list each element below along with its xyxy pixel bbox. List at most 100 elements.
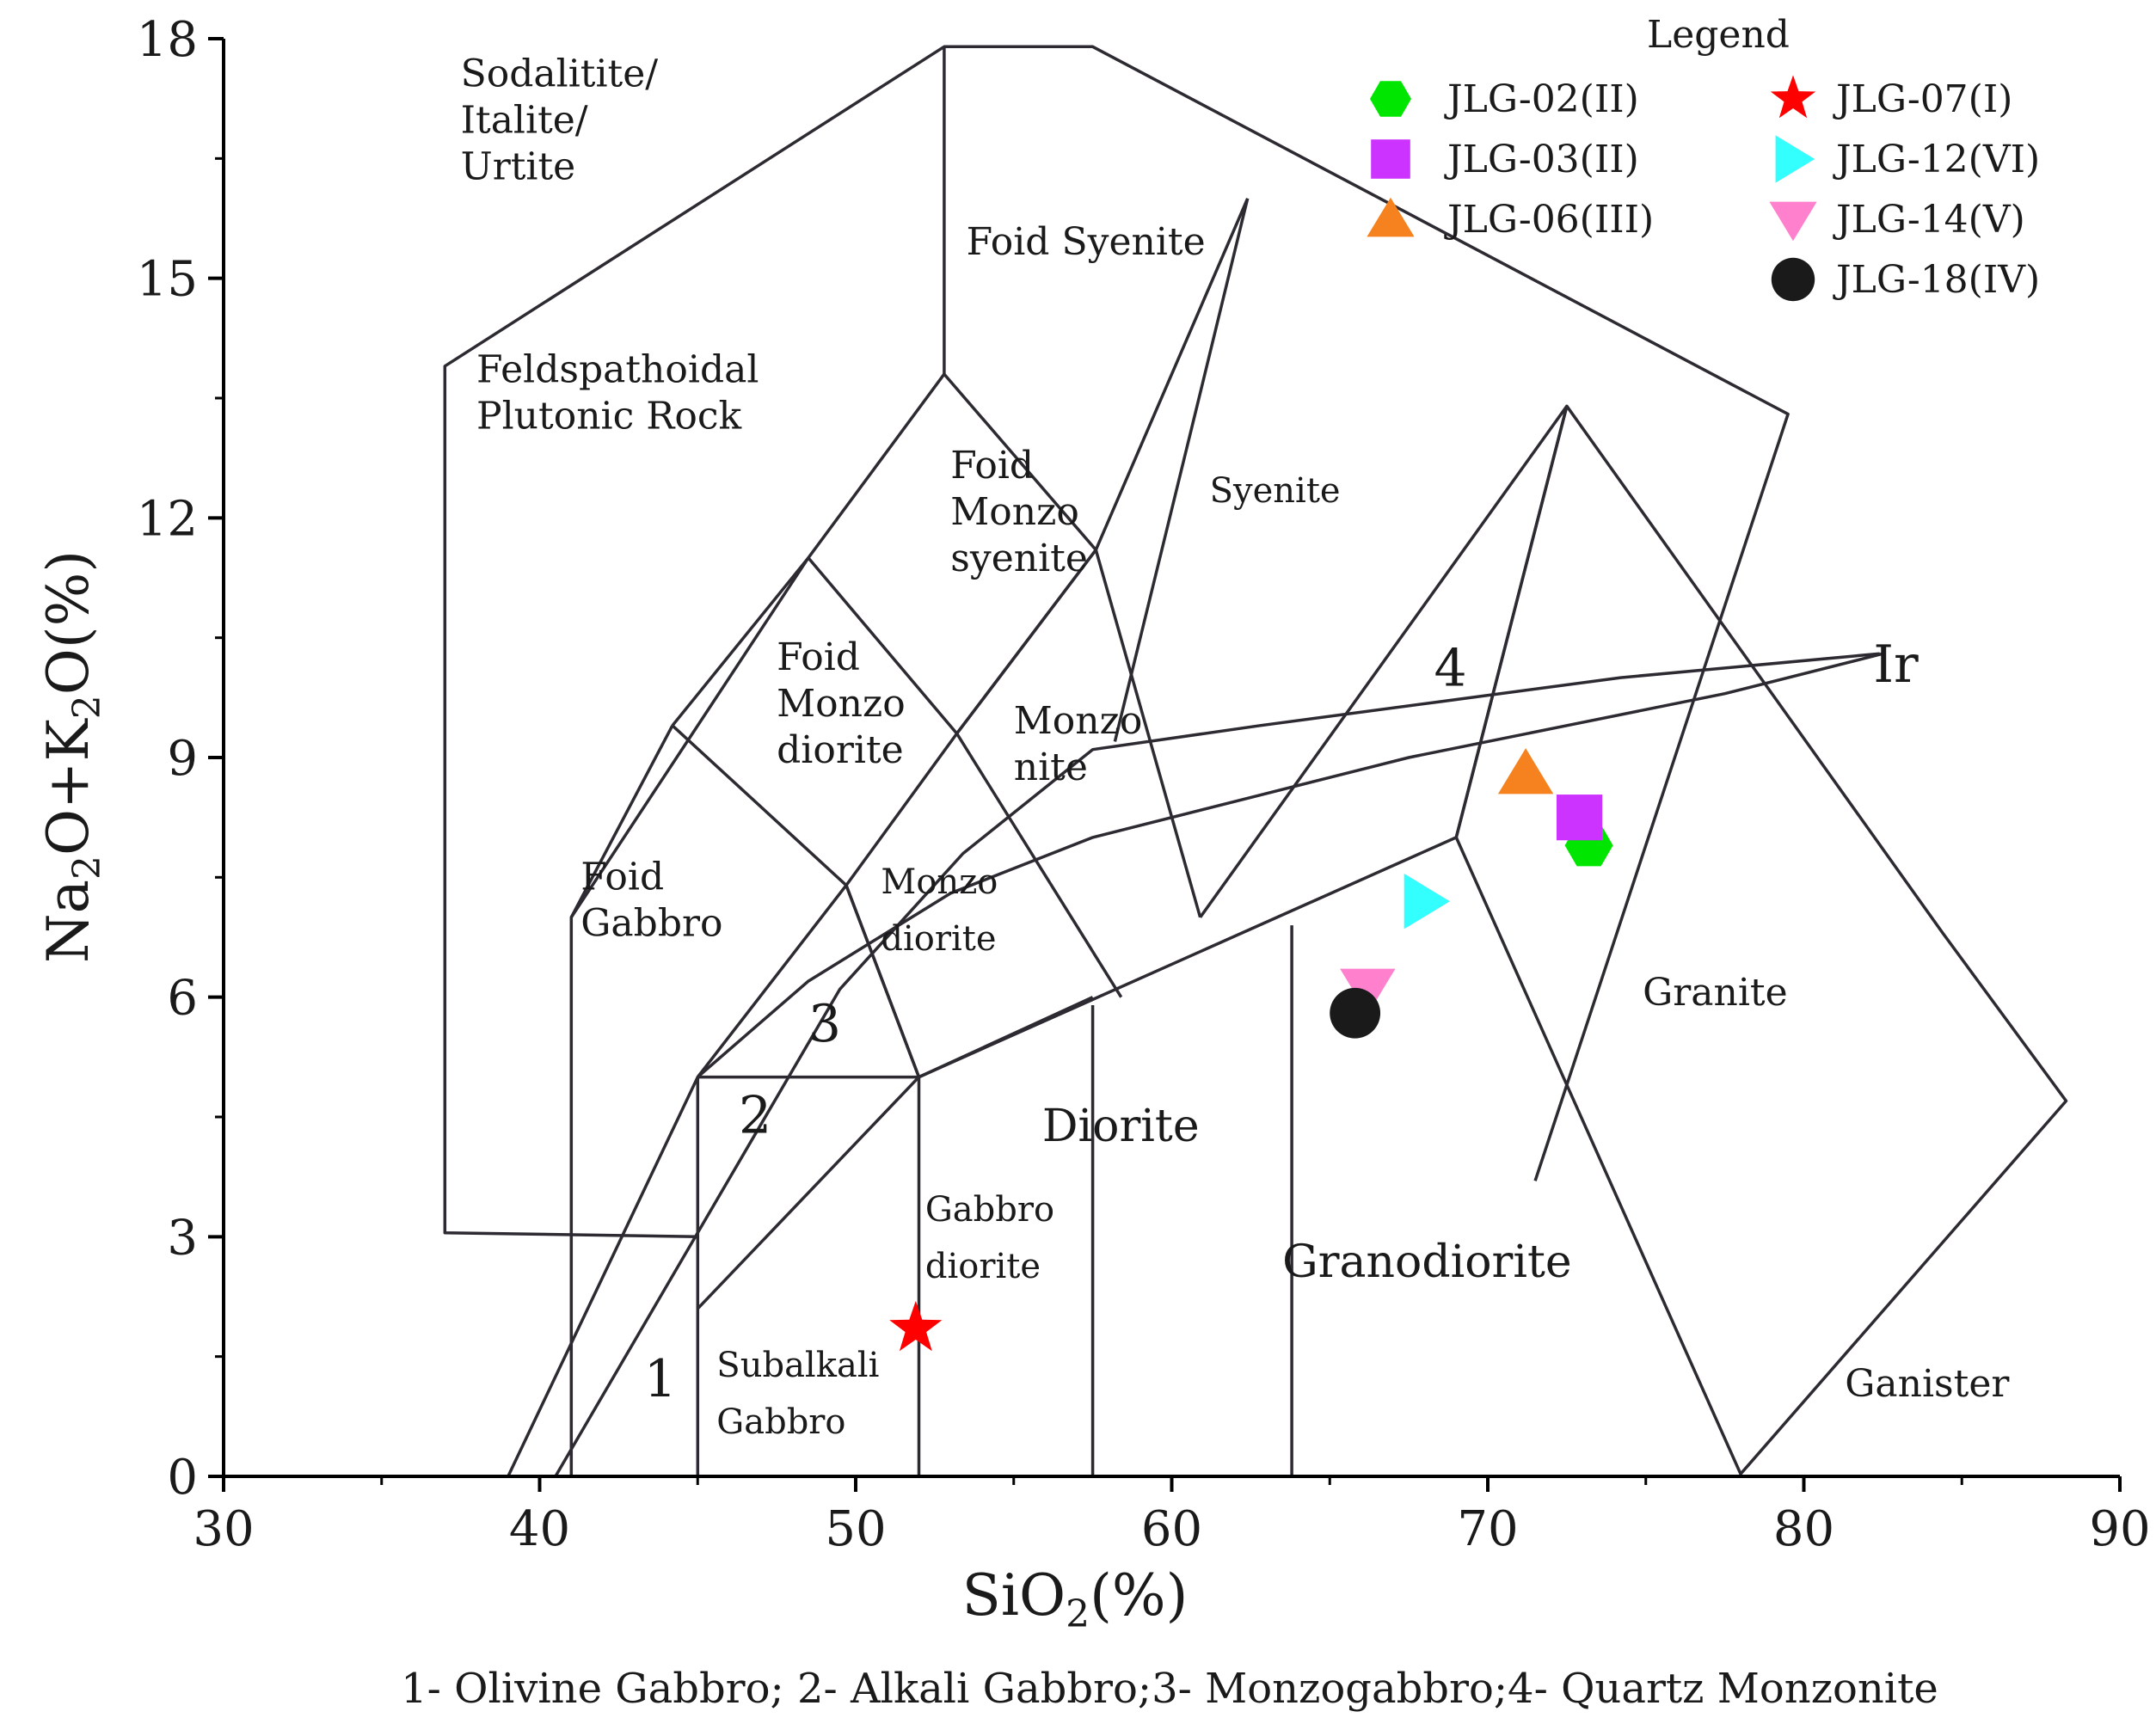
- legend-marker-jlg-07-i: [1770, 75, 1816, 119]
- field-label: Ir: [1873, 635, 1919, 695]
- legend-marker-jlg-14-v: [1769, 201, 1817, 242]
- data-point-jlg-03-ii: [1556, 795, 1603, 841]
- field-label: 2: [739, 1086, 771, 1146]
- legend-label: JLG-06(III): [1444, 198, 1654, 242]
- legend-marker-jlg-18-iv: [1771, 257, 1815, 302]
- field-boundary-2: [569, 198, 1250, 1476]
- field-label-line: Sodalitite/: [461, 52, 659, 96]
- y-tick-label: 6: [167, 971, 198, 1027]
- field-boundaries: [443, 45, 2068, 1477]
- data-point-jlg-06-iii: [1497, 748, 1554, 795]
- field-label-line: Foid Syenite: [967, 220, 1206, 264]
- field-label: Monzo diorite: [881, 862, 998, 959]
- field-label-line: Foid: [950, 444, 1034, 488]
- legend-label: JLG-02(II): [1444, 77, 1639, 121]
- x-axis-title: SiO2(%): [962, 1562, 1189, 1636]
- legend-marker-jlg-03-ii: [1371, 139, 1410, 179]
- field-label: Granite: [1643, 971, 1788, 1015]
- figure-caption: 1- Olivine Gabbro; 2- Alkali Gabbro;3- M…: [401, 1665, 1938, 1713]
- field-boundary-19: [554, 652, 1880, 1477]
- field-label-line: 3: [808, 994, 841, 1054]
- field-label-line: Foid: [580, 855, 664, 899]
- field-label: Foid Gabbro: [580, 855, 722, 945]
- x-tick-label: 80: [1773, 1501, 1834, 1557]
- data-point-jlg-12-vi: [1404, 874, 1450, 929]
- legend-label: JLG-12(VI): [1833, 138, 2040, 181]
- field-label: Gabbro diorite: [925, 1190, 1054, 1286]
- field-boundary-10: [955, 733, 1123, 998]
- field-boundary-3: [1113, 198, 1250, 742]
- field-label-line: diorite: [925, 1247, 1041, 1286]
- field-label-line: Monzo: [1014, 699, 1143, 743]
- field-label-line: Plutonic Rock: [476, 394, 741, 438]
- field-boundary-4: [569, 724, 674, 918]
- field-boundary-18: [507, 652, 1883, 1477]
- x-tick-label: 90: [2089, 1501, 2150, 1557]
- field-label: 1: [644, 1349, 677, 1409]
- field-boundary-15: [917, 996, 1094, 1476]
- field-label-line: Urtite: [461, 145, 576, 189]
- field-label-line: Diorite: [1042, 1101, 1200, 1152]
- legend-marker-jlg-02-ii: [1370, 81, 1411, 117]
- field-label-line: Syenite: [1210, 471, 1341, 511]
- legend-label: JLG-14(V): [1833, 198, 2025, 242]
- y-tick-label: 12: [137, 491, 198, 547]
- field-label-line: Granite: [1643, 971, 1788, 1015]
- field-label-line: Gabbro: [925, 1190, 1054, 1230]
- legend-label: JLG-07(I): [1833, 77, 2012, 121]
- field-label-line: diorite: [881, 919, 996, 959]
- field-label: Feldspathoidal Plutonic Rock: [476, 347, 759, 438]
- field-label-line: Feldspathoidal: [476, 347, 759, 391]
- field-boundary-9: [845, 884, 921, 1078]
- data-markers: [889, 748, 1613, 1352]
- field-label-line: diorite: [777, 728, 904, 772]
- legend: Legend JLG-02(II) JLG-03(II) JLG-06(III) JL…: [1367, 13, 2040, 302]
- x-tick-label: 50: [825, 1501, 886, 1557]
- field-label: 4: [1434, 638, 1467, 698]
- field-label: Diorite: [1042, 1101, 1200, 1152]
- field-label-line: Gabbro: [580, 901, 722, 945]
- field-label-line: Monzo: [881, 862, 998, 902]
- field-label: 3: [808, 994, 841, 1054]
- field-label: Syenite: [1210, 471, 1341, 511]
- field-label: Foid Monzo syenite: [950, 444, 1088, 580]
- field-label: Granodiorite: [1282, 1236, 1572, 1288]
- field-label-line: Monzo: [777, 682, 906, 726]
- field-label-line: Ir: [1873, 635, 1919, 695]
- field-label: Ganister: [1845, 1362, 2010, 1406]
- field-label: Foid Monzo diorite: [777, 635, 906, 772]
- y-axis-title: Na2O+K2O(%): [35, 550, 109, 963]
- field-label-line: Foid: [777, 635, 860, 679]
- field-boundary-13: [1199, 405, 1569, 918]
- field-label-line: Gabbro: [716, 1402, 845, 1442]
- field-label-line: syenite: [950, 537, 1088, 580]
- legend-marker-jlg-12-vi: [1775, 135, 1815, 183]
- data-point-jlg-07-i: [889, 1301, 943, 1352]
- legend-label: JLG-03(II): [1444, 138, 1639, 181]
- y-tick-label: 9: [167, 731, 198, 787]
- x-tick-label: 60: [1141, 1501, 1202, 1557]
- field-boundary-14: [1454, 405, 1569, 838]
- field-label: Monzo nite: [1014, 699, 1143, 789]
- legend-title: Legend: [1647, 13, 1790, 57]
- field-label-line: nite: [1014, 745, 1088, 789]
- y-tick-label: 3: [167, 1210, 198, 1266]
- field-label-line: Granodiorite: [1282, 1236, 1572, 1288]
- x-tick-label: 70: [1457, 1501, 1518, 1557]
- y-tick-label: 15: [137, 252, 198, 308]
- x-tick-label: 40: [509, 1501, 570, 1557]
- field-label-line: 4: [1434, 638, 1467, 698]
- field-labels: Sodalitite/Italite/Urtite Feldspathoidal P…: [461, 52, 2011, 1442]
- field-label-line: Italite/: [461, 99, 588, 143]
- y-tick-label: 18: [137, 12, 198, 68]
- field-label-line: 2: [739, 1086, 771, 1146]
- legend-marker-jlg-06-iii: [1367, 197, 1415, 237]
- field-label-line: Monzo: [950, 490, 1079, 534]
- legend-label: JLG-18(IV): [1833, 258, 2040, 302]
- field-label-line: Ganister: [1845, 1362, 2010, 1406]
- data-point-jlg-18-iv: [1330, 987, 1381, 1039]
- field-label: Foid Syenite: [967, 220, 1206, 264]
- field-label-line: 1: [644, 1349, 677, 1409]
